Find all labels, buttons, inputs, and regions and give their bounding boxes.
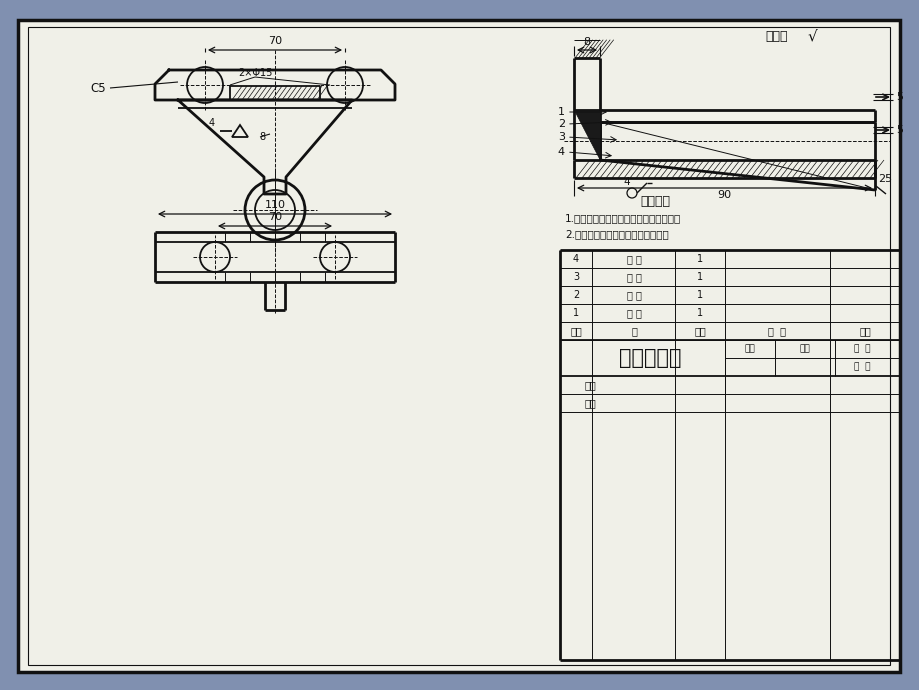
Text: 4: 4 — [573, 254, 578, 264]
Text: 3: 3 — [573, 272, 578, 282]
Text: 序号: 序号 — [570, 326, 581, 336]
Text: 90: 90 — [717, 190, 731, 200]
Text: 2: 2 — [573, 290, 578, 300]
Text: 筋 板: 筋 板 — [626, 272, 641, 282]
Text: 70: 70 — [267, 212, 282, 222]
Text: 数量: 数量 — [693, 326, 705, 336]
Text: √: √ — [807, 28, 817, 43]
Text: 1: 1 — [697, 290, 702, 300]
Text: 3: 3 — [558, 132, 564, 142]
Text: 比例: 比例 — [743, 344, 754, 353]
Text: 吊 钩: 吊 钩 — [626, 254, 641, 264]
Text: 共  张: 共 张 — [853, 362, 869, 371]
Text: 第  张: 第 张 — [853, 344, 869, 353]
Text: 挂架焊接图: 挂架焊接图 — [618, 348, 680, 368]
Text: 1: 1 — [558, 107, 564, 117]
Text: 附注: 附注 — [858, 326, 870, 336]
Text: 5: 5 — [895, 125, 902, 135]
Text: 1: 1 — [697, 254, 702, 264]
Polygon shape — [573, 110, 599, 160]
Text: 其余：: 其余： — [765, 30, 787, 43]
Text: 重量: 重量 — [799, 344, 810, 353]
Text: 1: 1 — [697, 308, 702, 318]
Text: 4: 4 — [209, 118, 215, 128]
Text: C5: C5 — [90, 81, 106, 95]
Text: 70: 70 — [267, 36, 282, 46]
Text: 技术要求: 技术要求 — [640, 195, 669, 208]
Text: 110: 110 — [265, 200, 285, 210]
Text: 25: 25 — [877, 174, 891, 184]
Text: 2×Φ15: 2×Φ15 — [237, 68, 272, 78]
Text: 底 板: 底 板 — [626, 308, 641, 318]
Text: 8: 8 — [258, 132, 265, 142]
Text: 1.焊缝采用手工电弧焊，所有机加工面不: 1.焊缝采用手工电弧焊，所有机加工面不 — [564, 213, 680, 223]
Text: 材  料: 材 料 — [767, 326, 786, 336]
Text: 1: 1 — [573, 308, 578, 318]
Text: 校核: 校核 — [584, 398, 596, 408]
Text: 4: 4 — [623, 177, 630, 187]
Text: 4: 4 — [557, 147, 564, 157]
Text: 侧 板: 侧 板 — [626, 290, 641, 300]
Text: 2.所有焊缝不得有虚焊，焊缝匀整。: 2.所有焊缝不得有虚焊，焊缝匀整。 — [564, 229, 668, 239]
Text: 2: 2 — [557, 119, 564, 129]
Text: 8: 8 — [583, 37, 590, 47]
Text: 名: 名 — [630, 326, 636, 336]
Text: 1: 1 — [697, 272, 702, 282]
Text: 5: 5 — [895, 92, 902, 102]
Text: 制图: 制图 — [584, 380, 596, 390]
